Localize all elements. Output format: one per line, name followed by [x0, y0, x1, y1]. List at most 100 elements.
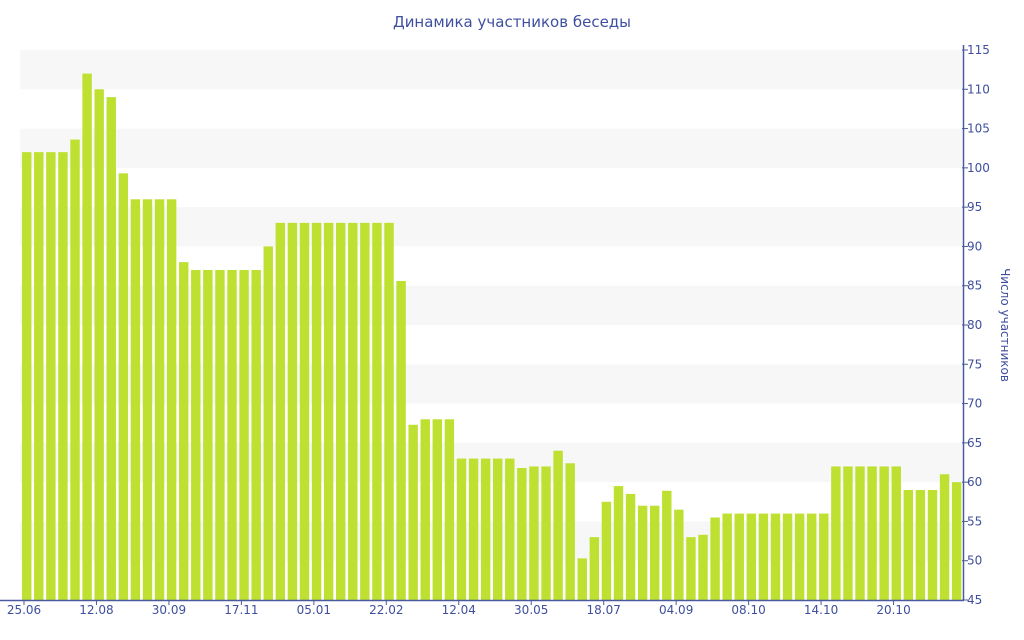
bar	[360, 222, 370, 600]
bar	[311, 222, 322, 600]
bar	[287, 222, 298, 600]
grid-band	[20, 364, 962, 404]
bar	[553, 450, 563, 600]
bar	[323, 222, 334, 600]
x-tick-label: 17.11	[224, 603, 258, 617]
bar	[794, 513, 805, 600]
bar	[831, 466, 841, 600]
x-tick-label: 30.09	[152, 603, 186, 617]
x-tick-label: 20.10	[876, 603, 910, 617]
bar	[275, 222, 286, 600]
y-tick-label: 90	[967, 239, 982, 253]
bar	[577, 558, 587, 600]
bar	[843, 466, 853, 600]
bar	[203, 270, 213, 600]
x-tick-label: 12.08	[79, 603, 113, 617]
bar	[46, 152, 56, 600]
bar	[82, 73, 92, 601]
bar	[106, 97, 116, 601]
y-tick-label: 60	[967, 475, 982, 489]
bar	[58, 152, 68, 600]
y-tick-label: 55	[967, 514, 982, 528]
bar	[118, 173, 129, 600]
bar	[867, 466, 877, 600]
y-tick-label: 85	[967, 279, 982, 293]
grid-band	[20, 442, 962, 483]
bar	[34, 152, 44, 600]
x-tick-label: 22.02	[369, 603, 403, 617]
grid-band	[20, 207, 962, 247]
bar	[529, 466, 539, 600]
bar	[239, 270, 249, 600]
bar	[637, 505, 648, 600]
bar	[746, 513, 757, 600]
bar	[94, 89, 104, 601]
bar	[408, 424, 418, 600]
bar	[951, 482, 962, 600]
bar	[348, 222, 358, 600]
y-tick-label: 100	[967, 161, 990, 175]
bar	[758, 513, 769, 600]
bar	[650, 505, 660, 600]
bar	[710, 517, 720, 600]
bar	[179, 262, 189, 600]
y-tick-label: 95	[967, 200, 982, 214]
y-tick-label: 105	[967, 122, 990, 136]
bar	[891, 466, 901, 600]
bar	[782, 513, 793, 600]
bar	[215, 270, 225, 600]
x-tick-label: 18.07	[587, 603, 621, 617]
bar	[686, 537, 696, 600]
grid-band	[20, 128, 962, 168]
y-tick-label: 75	[967, 357, 982, 371]
bar	[662, 490, 672, 600]
x-tick-label: 08.10	[731, 603, 765, 617]
bar	[939, 474, 950, 600]
x-tick-label: 25.06	[7, 603, 41, 617]
y-tick-label: 70	[967, 397, 982, 411]
grid-band	[20, 521, 962, 561]
x-tick-label: 30.05	[514, 603, 548, 617]
grid-band	[20, 50, 962, 90]
y-axis-label: Число участников	[998, 268, 1012, 382]
bar	[493, 458, 503, 600]
bar	[927, 490, 938, 600]
bar	[191, 270, 201, 600]
bar	[154, 199, 165, 601]
bar	[456, 458, 467, 600]
bar	[480, 458, 491, 600]
bar	[601, 501, 612, 600]
bar	[903, 490, 914, 600]
bar	[770, 513, 781, 600]
bar	[915, 490, 926, 600]
bar	[384, 222, 394, 600]
bar	[589, 537, 600, 600]
y-tick-label: 115	[967, 43, 990, 57]
bar	[734, 513, 744, 600]
grid-band	[20, 285, 962, 325]
bar	[698, 534, 708, 600]
bar	[263, 246, 273, 600]
bar	[251, 270, 261, 600]
bar	[130, 199, 141, 601]
y-tick-label: 45	[967, 593, 982, 607]
bar	[444, 419, 455, 600]
y-tick-label: 110	[967, 82, 990, 96]
bar	[807, 513, 817, 600]
bar	[420, 419, 430, 600]
bar	[625, 493, 636, 600]
bar	[565, 463, 575, 600]
bar	[541, 466, 551, 600]
x-tick-label: 04.09	[659, 603, 693, 617]
bar	[674, 509, 684, 600]
x-tick-label: 14.10	[804, 603, 838, 617]
bar	[819, 513, 829, 600]
bar	[468, 458, 479, 600]
chart-title: Динамика участников беседы	[392, 13, 632, 31]
bar	[142, 199, 153, 601]
bar	[505, 458, 515, 600]
bar	[372, 222, 382, 600]
bar	[70, 139, 80, 601]
x-tick-label: 12.04	[442, 603, 476, 617]
